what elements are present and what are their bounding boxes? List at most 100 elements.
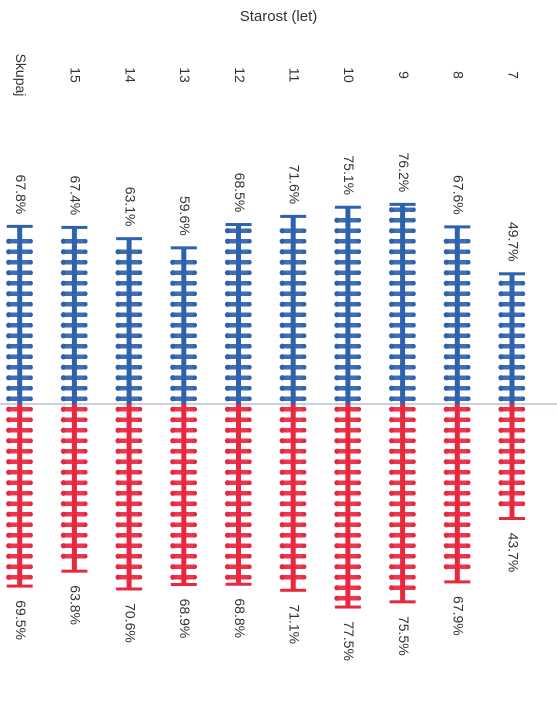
category-label: 8 xyxy=(451,71,467,79)
pictogram-unit xyxy=(389,449,416,454)
pictogram-unit xyxy=(61,239,88,244)
pictogram-head xyxy=(170,564,176,570)
pictogram-unit xyxy=(334,260,361,265)
pictogram-foot xyxy=(466,438,471,443)
pictogram-unit xyxy=(444,491,471,496)
bar-girls xyxy=(115,404,143,591)
pictogram-head xyxy=(6,291,12,297)
bar-boys xyxy=(6,224,33,404)
pictogram-head xyxy=(60,396,66,402)
pictogram-head xyxy=(60,249,66,255)
pictogram-head xyxy=(279,364,285,370)
value-label-girls: 68.8% xyxy=(232,598,248,638)
pictogram-foot xyxy=(137,354,143,359)
pictogram-unit xyxy=(499,291,525,296)
pictogram-foot xyxy=(356,596,362,601)
pictogram-unit xyxy=(61,480,88,485)
pictogram-head xyxy=(334,259,340,265)
pictogram-head xyxy=(279,574,285,580)
pictogram-foot xyxy=(411,260,416,265)
pictogram-foot xyxy=(356,270,362,275)
pictogram-foot xyxy=(28,344,33,349)
pictogram-foot xyxy=(28,438,33,443)
pictogram-unit xyxy=(116,270,143,275)
pictogram-foot xyxy=(466,417,471,422)
pictogram-head xyxy=(115,417,121,423)
pictogram-foot xyxy=(356,417,362,422)
pictogram-unit xyxy=(170,354,197,359)
pictogram-unit xyxy=(61,417,88,422)
pictogram-foot xyxy=(247,260,252,265)
pictogram-foot xyxy=(302,554,307,559)
pictogram-head xyxy=(389,501,395,507)
pictogram-foot xyxy=(83,417,88,422)
pictogram-head xyxy=(389,427,395,433)
pictogram-foot xyxy=(28,543,33,548)
pictogram-head xyxy=(170,322,176,328)
pictogram-head xyxy=(224,270,231,276)
pictogram-unit xyxy=(334,396,361,401)
value-label-girls: 75.5% xyxy=(396,616,412,656)
pictogram-head xyxy=(6,343,12,349)
pictogram-unit xyxy=(61,302,88,307)
pictogram-head xyxy=(6,564,12,570)
pictogram-head xyxy=(443,259,449,265)
pictogram-foot xyxy=(28,291,33,296)
pictogram-unit xyxy=(116,554,143,559)
pictogram-head xyxy=(443,511,449,517)
pictogram-head xyxy=(115,448,121,454)
pictogram-foot xyxy=(192,512,197,517)
pictogram-foot xyxy=(83,407,88,412)
pictogram-unit xyxy=(499,312,525,317)
pictogram-unit xyxy=(225,480,252,485)
pictogram-foot xyxy=(466,239,471,244)
pictogram-unit xyxy=(280,323,307,328)
pictogram-unit xyxy=(389,260,416,265)
pictogram-foot xyxy=(192,543,197,548)
pictogram-unit xyxy=(170,459,197,464)
pictogram-foot xyxy=(520,438,526,443)
pictogram-foot xyxy=(411,270,416,275)
pictogram-unit xyxy=(225,291,252,296)
pictogram-foot xyxy=(83,249,88,254)
pictogram-foot xyxy=(28,407,33,412)
pictogram-head xyxy=(60,406,66,412)
pictogram-head xyxy=(334,217,340,223)
chart-bars xyxy=(6,202,526,609)
pictogram-foot xyxy=(137,533,143,538)
pictogram-foot xyxy=(137,491,143,496)
pictogram-head xyxy=(60,438,66,444)
pictogram-unit xyxy=(499,386,525,391)
value-label-boys: 71.6% xyxy=(286,165,302,205)
pictogram-unit xyxy=(116,512,143,517)
pictogram-foot xyxy=(356,522,362,527)
pictogram-foot xyxy=(356,543,362,548)
pictogram-unit xyxy=(225,396,252,401)
pictogram-head xyxy=(389,343,395,349)
pictogram-unit xyxy=(61,501,88,506)
pictogram-head xyxy=(60,469,66,475)
pictogram-foot xyxy=(466,449,471,454)
pictogram-foot xyxy=(137,396,143,401)
pictogram-foot xyxy=(520,344,526,349)
pictogram-foot xyxy=(356,428,362,433)
pictogram-foot xyxy=(83,375,88,380)
pictogram-foot xyxy=(411,480,416,485)
pictogram-unit xyxy=(61,281,88,286)
pictogram-head xyxy=(334,312,340,318)
pictogram-foot xyxy=(302,344,307,349)
pictogram-unit xyxy=(61,344,88,349)
pictogram-head xyxy=(443,354,449,360)
pictogram-unit xyxy=(170,480,197,485)
bar-cap xyxy=(334,205,361,209)
pictogram-head xyxy=(6,490,12,496)
pictogram-foot xyxy=(466,312,471,317)
pictogram-foot xyxy=(192,302,197,307)
pictogram-unit xyxy=(499,375,525,380)
pictogram-unit xyxy=(280,554,307,559)
bar-cap xyxy=(170,583,197,587)
pictogram-head xyxy=(498,280,504,286)
pictogram-head xyxy=(389,480,395,486)
pictogram-head xyxy=(60,511,66,517)
pictogram-head xyxy=(498,354,504,360)
